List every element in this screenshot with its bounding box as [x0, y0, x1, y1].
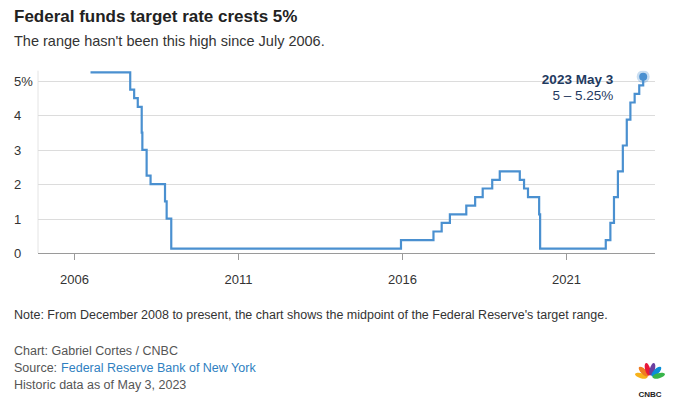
grid-line [38, 219, 655, 220]
chart: 0 1 2 3 4 5% 2006 2011 2016 2021 2023 May 35 – 5.2… [0, 0, 679, 406]
y-tick-label: 1 [14, 212, 21, 227]
x-tick-label: 2006 [60, 272, 89, 287]
source: Source: Federal Reserve Bank of New York [14, 361, 256, 375]
y-tick-label: 2 [14, 177, 21, 192]
baseline [38, 253, 655, 254]
grid-line [38, 184, 655, 185]
x-tick-label: 2021 [552, 272, 581, 287]
note: Note: From December 2008 to present, the… [14, 307, 614, 323]
date-note: Historic data as of May 3, 2023 [14, 378, 186, 392]
x-tick-label: 2011 [225, 272, 253, 287]
x-tick [566, 253, 567, 260]
y-axis-line [38, 71, 39, 253]
plot-area [91, 71, 650, 249]
logo: CNBC [634, 362, 665, 399]
annotation: 5 – 5.25% [552, 88, 613, 103]
annotation: 2023 May 3 [542, 72, 614, 87]
x-tick [238, 253, 239, 260]
x-tick [402, 253, 403, 260]
title: Federal funds target rate crests 5% [14, 7, 297, 27]
source-label: Source: [14, 361, 57, 375]
x-axis-line [38, 253, 655, 254]
subtitle: The range hasn't been this high since Ju… [14, 33, 325, 49]
y-tick-label: 0 [14, 246, 21, 261]
credit: Chart: Gabriel Cortes / CNBC [14, 344, 178, 358]
rate-line [91, 72, 644, 248]
y-tick-label: 3 [14, 143, 21, 158]
x-tick-label: 2016 [388, 272, 417, 287]
source-link[interactable]: Federal Reserve Bank of New York [61, 361, 256, 375]
logo-text: CNBC [638, 390, 661, 399]
latest-point [639, 73, 647, 81]
y-tick-label: 5% [14, 74, 33, 89]
y-tick-label: 4 [14, 108, 21, 123]
x-tick [74, 253, 75, 260]
dot-halo [637, 71, 650, 84]
grid-line [38, 150, 655, 151]
grid-line [38, 115, 655, 116]
